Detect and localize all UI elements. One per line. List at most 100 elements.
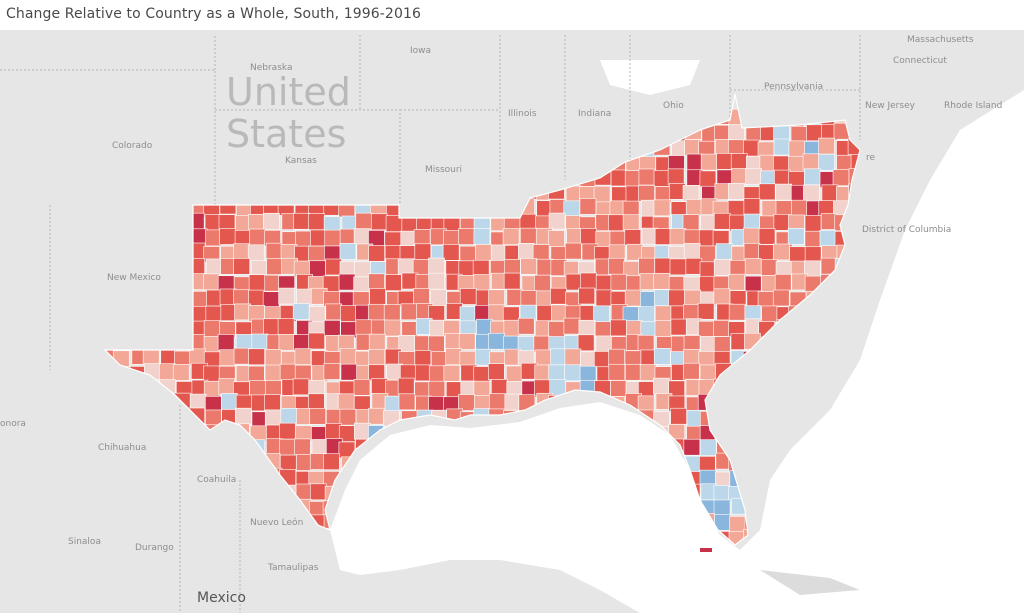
county[interactable] [731, 168, 748, 185]
county[interactable] [580, 272, 597, 290]
county[interactable] [476, 318, 493, 336]
county[interactable] [292, 378, 310, 396]
county[interactable] [296, 288, 314, 306]
county[interactable] [308, 306, 326, 323]
county[interactable] [610, 169, 628, 187]
county[interactable] [443, 365, 461, 382]
county[interactable] [309, 483, 327, 501]
county[interactable] [264, 380, 282, 397]
county[interactable] [249, 228, 266, 246]
county[interactable] [217, 334, 235, 351]
county[interactable] [370, 213, 388, 231]
county[interactable] [563, 200, 581, 218]
county[interactable] [279, 422, 296, 440]
county[interactable] [626, 243, 644, 261]
county[interactable] [504, 393, 522, 411]
county[interactable] [669, 228, 687, 245]
county[interactable] [699, 439, 717, 456]
county[interactable] [248, 274, 266, 292]
county[interactable] [340, 305, 358, 322]
county[interactable] [565, 273, 583, 291]
county[interactable] [698, 320, 715, 338]
county[interactable] [203, 273, 220, 291]
county[interactable] [713, 288, 731, 306]
county[interactable] [579, 365, 597, 383]
county[interactable] [325, 258, 342, 276]
county[interactable] [473, 274, 491, 291]
county[interactable] [624, 229, 642, 246]
county[interactable] [744, 258, 762, 275]
county[interactable] [368, 407, 385, 425]
county[interactable] [775, 183, 793, 201]
county[interactable] [264, 348, 282, 366]
county[interactable] [458, 394, 475, 411]
county[interactable] [608, 348, 625, 366]
county[interactable] [458, 333, 476, 350]
county[interactable] [205, 305, 223, 323]
county[interactable] [730, 153, 748, 170]
county[interactable] [564, 364, 581, 382]
county[interactable] [682, 362, 700, 380]
county-choropleth-map[interactable]: United States Iowa Nebraska Colorado Kan… [0, 30, 1024, 613]
county[interactable] [248, 289, 265, 307]
county[interactable] [294, 438, 311, 456]
county[interactable] [593, 351, 611, 368]
county[interactable] [548, 230, 565, 247]
county[interactable] [654, 289, 671, 306]
county[interactable] [250, 260, 268, 277]
county[interactable] [743, 243, 761, 260]
county[interactable] [713, 485, 731, 502]
county[interactable] [683, 304, 700, 321]
county[interactable] [279, 438, 297, 456]
county[interactable] [323, 320, 341, 337]
county[interactable] [413, 229, 431, 246]
county[interactable] [368, 349, 386, 366]
county[interactable] [563, 317, 581, 335]
county[interactable] [773, 138, 791, 156]
county[interactable] [580, 228, 597, 245]
county[interactable] [308, 332, 325, 350]
county[interactable] [653, 272, 671, 290]
county[interactable] [233, 243, 250, 261]
county[interactable] [654, 257, 672, 275]
county[interactable] [428, 335, 445, 353]
county[interactable] [699, 261, 717, 279]
county[interactable] [369, 288, 386, 305]
county[interactable] [397, 258, 415, 276]
county[interactable] [248, 214, 265, 231]
county[interactable] [263, 212, 280, 230]
county[interactable] [742, 227, 760, 245]
county[interactable] [506, 289, 524, 306]
county[interactable] [683, 438, 701, 456]
county[interactable] [654, 228, 672, 245]
county[interactable] [367, 303, 385, 321]
county[interactable] [488, 304, 506, 322]
county[interactable] [368, 273, 385, 291]
county[interactable] [548, 364, 565, 382]
county[interactable] [713, 499, 731, 517]
county[interactable] [488, 363, 505, 380]
county[interactable] [353, 276, 370, 294]
county[interactable] [520, 290, 538, 307]
county[interactable] [294, 348, 312, 365]
county[interactable] [593, 185, 611, 203]
county[interactable] [519, 213, 537, 231]
county[interactable] [203, 335, 221, 353]
county[interactable] [536, 258, 554, 276]
county[interactable] [279, 454, 297, 472]
county[interactable] [774, 169, 791, 187]
county[interactable] [491, 379, 508, 396]
county[interactable] [819, 230, 837, 247]
county[interactable] [233, 347, 251, 365]
county[interactable] [353, 228, 371, 245]
county[interactable] [564, 242, 582, 260]
county[interactable] [772, 289, 790, 307]
county[interactable] [414, 364, 432, 382]
county[interactable] [459, 245, 477, 263]
county[interactable] [757, 291, 775, 308]
county[interactable] [266, 258, 283, 275]
county[interactable] [637, 395, 655, 413]
county[interactable] [371, 378, 388, 395]
county[interactable] [219, 349, 237, 367]
county[interactable] [474, 348, 492, 366]
